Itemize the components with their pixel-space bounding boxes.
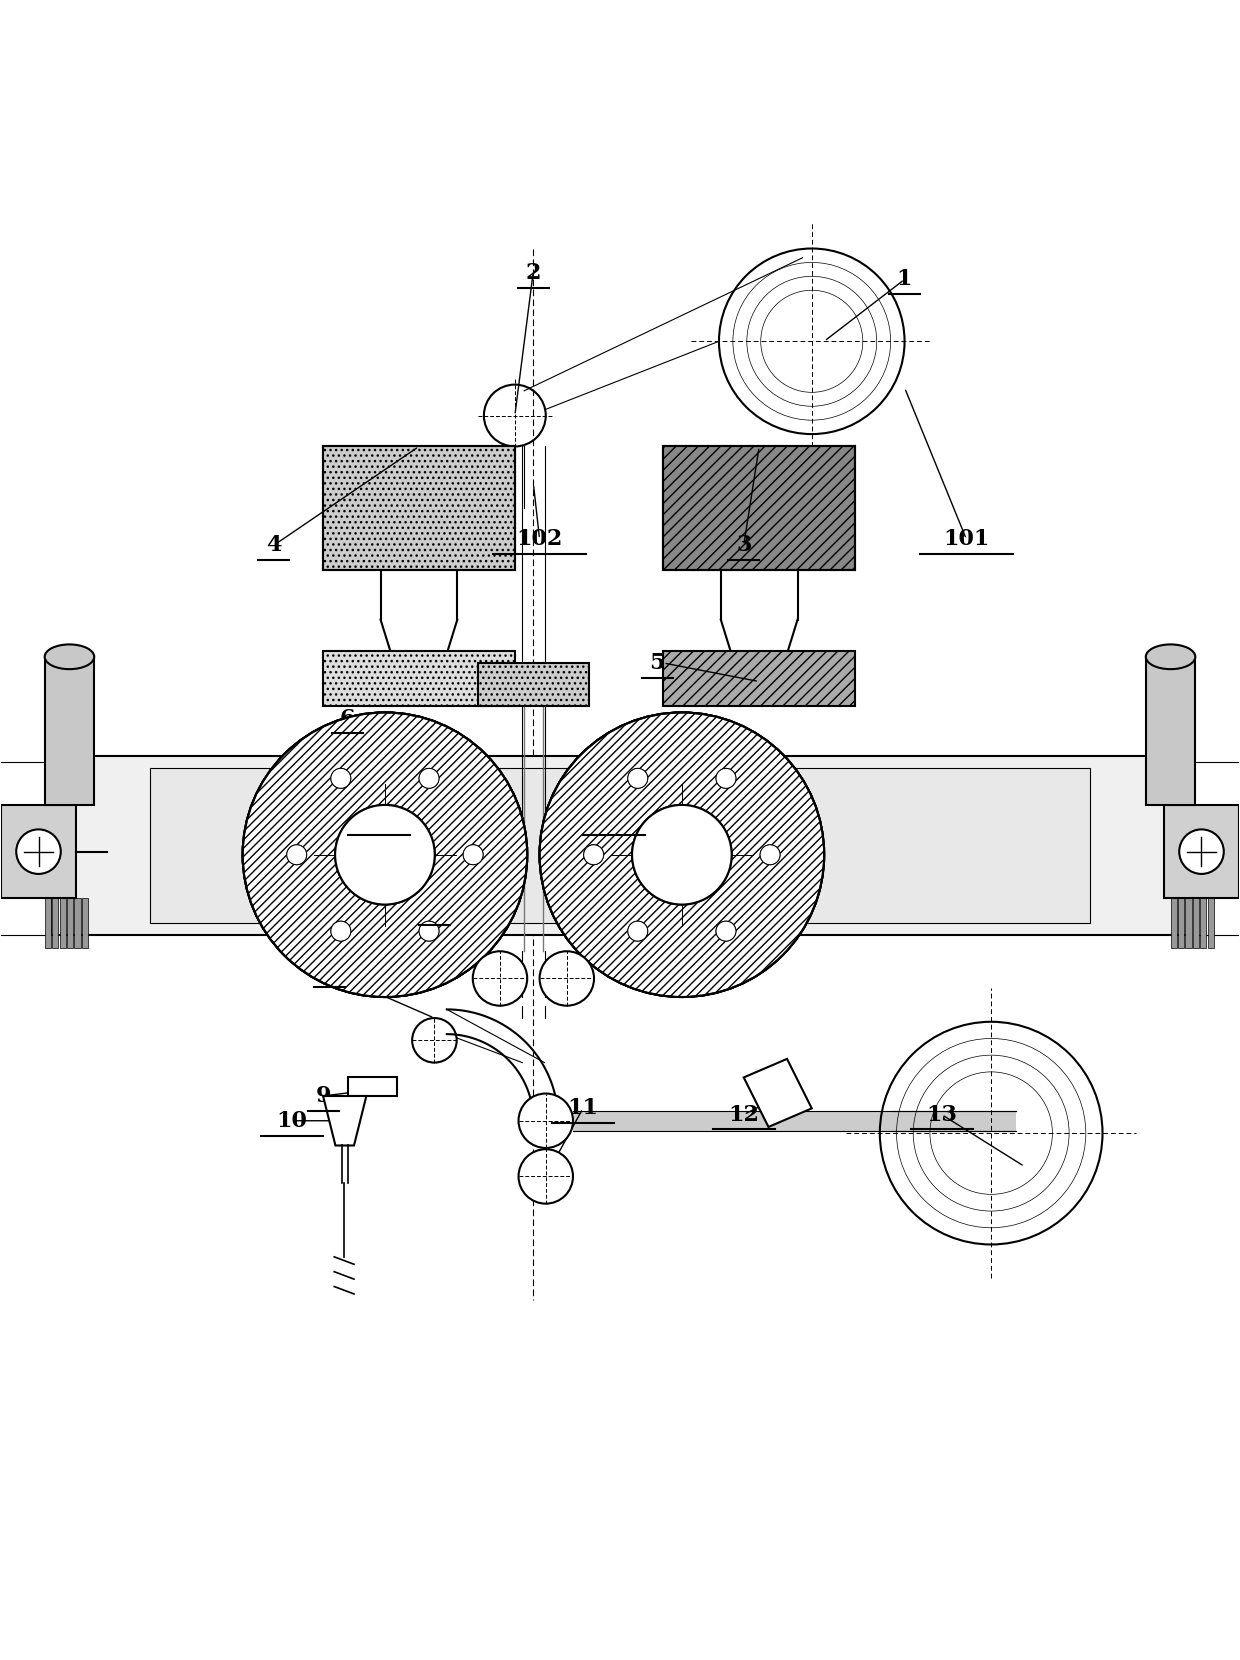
Text: 1: 1 — [897, 269, 913, 290]
Text: 101: 101 — [944, 528, 990, 549]
Circle shape — [632, 805, 732, 905]
Circle shape — [464, 845, 484, 865]
Circle shape — [632, 805, 732, 905]
Bar — [82, 898, 88, 948]
Text: 102: 102 — [516, 528, 563, 549]
Bar — [477, 662, 589, 706]
Circle shape — [464, 845, 484, 865]
Bar — [45, 657, 94, 805]
Circle shape — [472, 951, 527, 1006]
Circle shape — [335, 805, 435, 905]
Text: 5: 5 — [650, 652, 665, 674]
Text: 13: 13 — [926, 1104, 957, 1125]
Bar — [663, 447, 856, 569]
Circle shape — [412, 1018, 456, 1062]
Bar — [347, 1077, 397, 1096]
Circle shape — [419, 769, 439, 788]
Ellipse shape — [45, 644, 94, 669]
Circle shape — [715, 921, 735, 941]
Text: 3: 3 — [737, 535, 751, 556]
Text: 9: 9 — [315, 1086, 331, 1107]
Bar — [1171, 898, 1177, 948]
Bar — [52, 898, 58, 948]
Bar — [324, 651, 515, 706]
Circle shape — [627, 921, 647, 941]
Text: 12: 12 — [728, 1104, 759, 1125]
Bar — [51, 755, 1189, 935]
Bar — [1164, 805, 1239, 898]
Ellipse shape — [1146, 644, 1195, 669]
Circle shape — [518, 1149, 573, 1204]
Text: 11: 11 — [568, 1097, 599, 1119]
Circle shape — [419, 769, 439, 788]
Circle shape — [715, 921, 735, 941]
Circle shape — [715, 769, 735, 788]
Circle shape — [419, 921, 439, 941]
Circle shape — [539, 951, 594, 1006]
Text: 61: 61 — [363, 808, 394, 832]
Circle shape — [16, 830, 61, 873]
Circle shape — [419, 921, 439, 941]
Bar — [150, 769, 1090, 923]
Polygon shape — [744, 1059, 812, 1127]
Bar — [1185, 898, 1192, 948]
Circle shape — [243, 712, 527, 998]
Circle shape — [584, 845, 604, 865]
Text: 62: 62 — [599, 808, 630, 832]
Circle shape — [627, 921, 647, 941]
Circle shape — [760, 845, 780, 865]
Polygon shape — [324, 1096, 366, 1145]
Bar — [1193, 898, 1199, 948]
Bar — [1178, 898, 1184, 948]
Circle shape — [715, 769, 735, 788]
Text: 4: 4 — [265, 535, 281, 556]
Bar — [324, 447, 515, 569]
Bar — [1146, 657, 1195, 805]
Bar — [1, 805, 76, 898]
Text: 8: 8 — [321, 961, 337, 983]
Bar — [1208, 898, 1214, 948]
Circle shape — [518, 1094, 573, 1149]
Circle shape — [760, 845, 780, 865]
Circle shape — [243, 712, 527, 998]
Circle shape — [286, 845, 306, 865]
Bar — [67, 898, 73, 948]
Text: 10: 10 — [277, 1111, 308, 1132]
Bar — [74, 898, 81, 948]
Text: 6: 6 — [340, 707, 356, 730]
Bar — [663, 447, 856, 569]
Polygon shape — [573, 1111, 1016, 1130]
Circle shape — [627, 769, 647, 788]
Circle shape — [539, 712, 825, 998]
Circle shape — [539, 712, 825, 998]
Circle shape — [584, 845, 604, 865]
Bar — [1200, 898, 1207, 948]
Circle shape — [331, 769, 351, 788]
Bar — [60, 898, 66, 948]
Circle shape — [286, 845, 306, 865]
Circle shape — [331, 921, 351, 941]
Circle shape — [1179, 830, 1224, 873]
Bar — [324, 447, 515, 569]
Circle shape — [627, 769, 647, 788]
Circle shape — [331, 769, 351, 788]
Text: 2: 2 — [526, 262, 541, 284]
Text: 7: 7 — [427, 900, 443, 921]
Circle shape — [335, 805, 435, 905]
Bar — [663, 651, 856, 706]
Circle shape — [331, 921, 351, 941]
Bar — [45, 898, 51, 948]
